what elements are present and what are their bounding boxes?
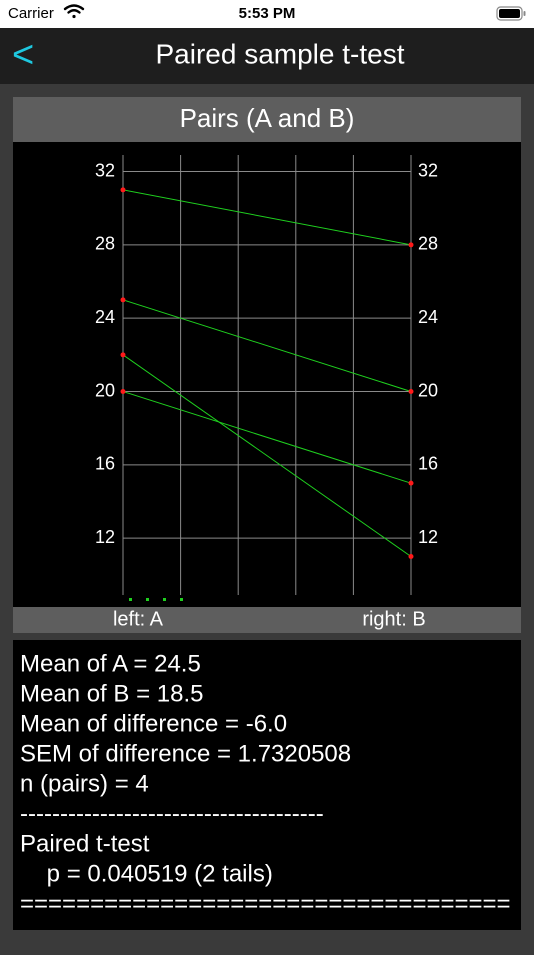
chart-title: Pairs (A and B) (180, 103, 355, 133)
pair-line (122, 189, 412, 246)
result-line: Mean of B = 18.5 (20, 680, 203, 707)
y-tick-label-right: 24 (418, 307, 438, 327)
point (408, 554, 414, 559)
y-tick-label-right: 20 (418, 380, 438, 400)
y-tick-label-left: 24 (95, 307, 115, 327)
results-box (13, 640, 521, 930)
point (120, 389, 126, 394)
result-line: Paired t-test (20, 830, 150, 857)
y-tick-label-right: 28 (418, 234, 438, 254)
point (408, 389, 414, 394)
results: Mean of A = 24.5 Mean of B = 18.5 Mean of … (20, 650, 511, 917)
point (408, 480, 414, 486)
result-line: Mean of difference = -6.0 (20, 710, 287, 737)
point (120, 187, 126, 193)
result-line: Mean of A = 24.5 (20, 650, 201, 677)
y-tick-label-right: 16 (418, 454, 438, 474)
carrier: Carrier (8, 5, 54, 22)
y-tick-label-left: 28 (95, 234, 115, 254)
chart-area (13, 142, 521, 607)
y-tick-label-left: 12 (95, 527, 115, 547)
result-line: -------------------------------------- (20, 800, 324, 827)
point (120, 297, 126, 303)
point (408, 242, 414, 248)
clock: 5:53 PM (239, 5, 296, 22)
result-line: n (pairs) = 4 (20, 770, 149, 797)
y-tick-label-right: 32 (418, 160, 438, 180)
y-tick-label-left: 32 (95, 160, 115, 180)
result-line: SEM of difference = 1.7320508 (20, 740, 351, 767)
wifi-icon (63, 4, 85, 19)
chart-footer (13, 607, 521, 633)
y-tick-label-left: 20 (95, 380, 115, 400)
point (120, 352, 126, 358)
result-line: p = 0.040519 (2 tails) (20, 860, 273, 887)
status-bar (0, 0, 534, 28)
left-label: left: A (113, 608, 164, 630)
right-label: right: B (362, 608, 425, 630)
result-line: =================================== (20, 890, 511, 917)
scroll-dots (129, 598, 183, 601)
pair-line (122, 391, 412, 484)
y-tick-label-right: 12 (418, 527, 438, 547)
chart-header (13, 97, 521, 142)
y-tick-label-left: 16 (95, 454, 115, 474)
nav-bar (0, 28, 534, 84)
pair-line (122, 299, 412, 392)
nav-title: Paired sample t-test (156, 38, 405, 69)
battery-icon (496, 6, 526, 21)
back-button[interactable]: < (12, 34, 34, 76)
pair-line (122, 354, 412, 557)
